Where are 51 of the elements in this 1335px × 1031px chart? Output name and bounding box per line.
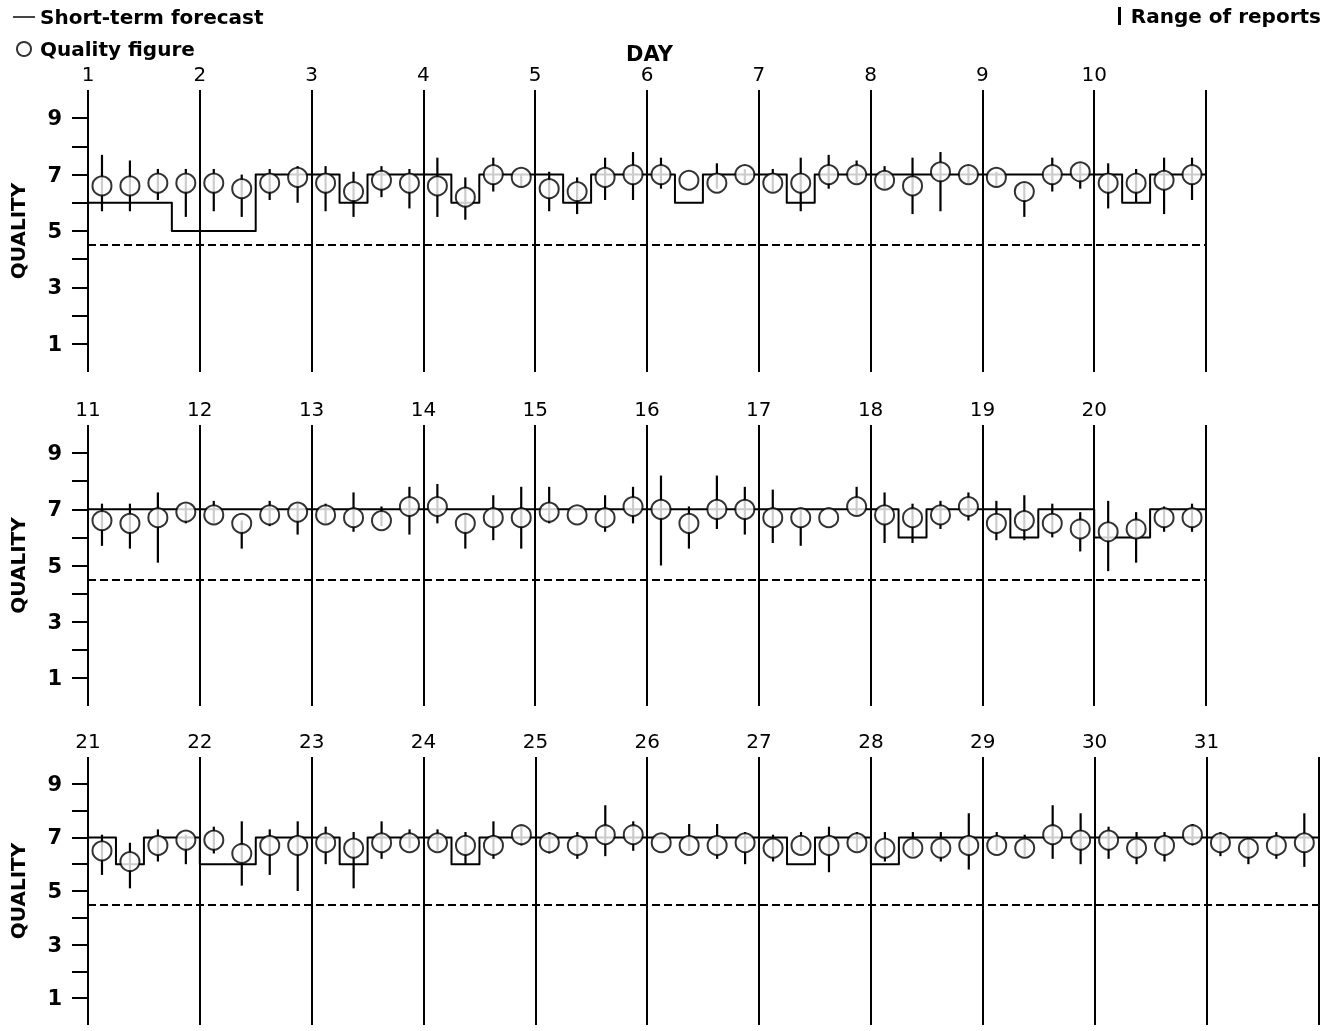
x-tick-label: 1 xyxy=(81,62,95,86)
x-tick-label: 11 xyxy=(75,397,101,421)
y-tick-label: 7 xyxy=(47,162,62,187)
x-tick-label: 8 xyxy=(864,62,877,86)
x-tick-label: 29 xyxy=(970,729,996,753)
y-axis-title: QUALITY xyxy=(6,182,30,280)
legend-label: Short-term forecast xyxy=(40,5,265,29)
x-tick-label: 23 xyxy=(298,729,325,753)
x-tick-label: 17 xyxy=(746,397,772,421)
x-tick-label: 24 xyxy=(410,729,437,753)
y-tick-label: 3 xyxy=(47,932,62,957)
y-tick-label: 3 xyxy=(47,609,62,634)
x-tick-label: 12 xyxy=(187,397,213,421)
x-tick-label: 30 xyxy=(1081,729,1108,753)
y-tick-label: 7 xyxy=(47,825,62,850)
x-tick-label: 5 xyxy=(528,62,542,86)
x-tick-label: 2 xyxy=(193,62,207,86)
y-tick-label: 1 xyxy=(47,986,62,1011)
x-tick-label: 28 xyxy=(858,729,884,753)
x-tick-label: 4 xyxy=(417,62,430,86)
y-tick-label: 5 xyxy=(47,879,62,903)
y-tick-label: 3 xyxy=(47,275,62,300)
y-tick-label: 5 xyxy=(47,219,62,243)
y-tick-label: 7 xyxy=(47,497,62,522)
y-axis-title: QUALITY xyxy=(6,842,30,940)
x-tick-label: 3 xyxy=(305,62,318,86)
x-tick-label: 7 xyxy=(752,62,766,86)
y-tick-label: 5 xyxy=(47,553,62,578)
x-tick-label: 16 xyxy=(634,397,660,421)
y-tick-label: 9 xyxy=(47,106,62,131)
x-tick-label: 19 xyxy=(969,397,996,421)
y-tick-label: 9 xyxy=(47,441,62,466)
x-tick-label: 22 xyxy=(187,729,213,753)
x-tick-label: 9 xyxy=(976,62,989,86)
y-tick-label: 1 xyxy=(47,665,62,690)
x-tick-label: 26 xyxy=(634,729,660,753)
y-tick-label: 9 xyxy=(47,771,62,796)
x-tick-label: 14 xyxy=(410,397,437,421)
x-tick-label: 20 xyxy=(1081,397,1107,421)
y-tick-label: 1 xyxy=(47,331,62,356)
legend-label: Quality figure xyxy=(40,37,195,61)
x-tick-label: 10 xyxy=(1081,62,1107,86)
x-tick-label: 18 xyxy=(857,397,884,421)
x-tick-label: 21 xyxy=(75,729,101,753)
x-tick-label: 15 xyxy=(522,397,548,421)
text: Range of reports xyxy=(1130,4,1321,28)
y-axis-title: QUALITY xyxy=(6,516,30,614)
x-tick-label: 31 xyxy=(1193,729,1220,753)
x-tick-label: 25 xyxy=(522,729,549,753)
x-tick-label: 27 xyxy=(746,729,772,753)
x-tick-label: 13 xyxy=(298,397,325,421)
